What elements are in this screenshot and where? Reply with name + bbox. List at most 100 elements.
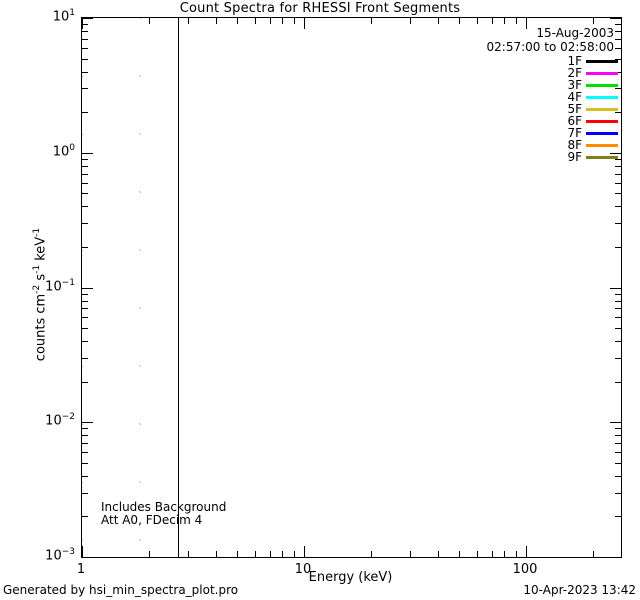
legend-item-color-swatch [586, 119, 618, 123]
y-tick [615, 59, 621, 60]
y-tick [615, 223, 621, 224]
x-tick [304, 546, 305, 557]
excluded-region-hatch [82, 18, 179, 557]
x-tick [492, 18, 493, 24]
y-tick [615, 72, 621, 73]
y-tick [82, 31, 88, 32]
legend-item-color-swatch [586, 143, 618, 147]
y-tick [610, 288, 621, 289]
y-tick [615, 493, 621, 494]
legend-item-7f: 7F [380, 127, 618, 139]
x-tick [504, 18, 505, 24]
y-tick [615, 443, 621, 444]
legend-item-color-swatch [586, 131, 618, 135]
legend-item-label: 1F [567, 54, 582, 68]
y-tick [615, 308, 621, 309]
x-tick-label: 100 [512, 562, 538, 577]
y-tick [615, 463, 621, 464]
y-tick [82, 422, 93, 423]
y-tick [82, 308, 88, 309]
y-tick [82, 493, 88, 494]
x-tick [255, 551, 256, 557]
legend-item-color-swatch [586, 59, 618, 63]
y-tick [615, 206, 621, 207]
y-tick [615, 247, 621, 248]
y-axis-title: counts cm-2 s-1 keV-1 [32, 227, 49, 362]
x-tick [477, 18, 478, 24]
plot-area [82, 18, 621, 557]
legend-item-label: 4F [567, 90, 582, 104]
annotation-attenuator-state: Att A0, FDecim 4 [101, 513, 203, 527]
y-tick [615, 174, 621, 175]
x-tick [593, 551, 594, 557]
y-tick [615, 358, 621, 359]
x-tick [593, 18, 594, 24]
y-tick [82, 88, 88, 89]
y-tick [610, 557, 621, 558]
x-tick [188, 551, 189, 557]
legend-item-label: 8F [567, 138, 582, 152]
x-tick [282, 551, 283, 557]
y-tick [615, 183, 621, 184]
y-tick [82, 382, 88, 383]
y-tick-label: 101 [52, 8, 75, 25]
legend-item-5f: 5F [380, 103, 618, 115]
x-tick [438, 18, 439, 24]
legend-item-label: 7F [567, 126, 582, 140]
y-tick [615, 516, 621, 517]
legend-item-label: 5F [567, 102, 582, 116]
x-tick-label: 10 [294, 562, 312, 577]
y-tick [615, 88, 621, 89]
x-tick [255, 18, 256, 24]
y-tick [82, 183, 88, 184]
y-tick [615, 341, 621, 342]
y-tick-label: 100 [52, 142, 75, 160]
x-tick [82, 546, 83, 557]
legend-item-1f: 1F [380, 55, 618, 67]
y-tick [615, 476, 621, 477]
y-tick [82, 452, 88, 453]
y-tick [610, 18, 621, 19]
legend-item-color-swatch [586, 83, 618, 87]
y-tick [82, 159, 88, 160]
y-tick [615, 428, 621, 429]
legend-item-color-swatch [586, 71, 618, 75]
y-tick [82, 435, 88, 436]
plot-annotations: Includes Background Att A0, FDecim 4 [101, 501, 226, 527]
legend-item-2f: 2F [380, 67, 618, 79]
y-tick [615, 24, 621, 25]
y-tick [82, 358, 88, 359]
y-tick [82, 39, 88, 40]
y-tick [615, 435, 621, 436]
y-tick [82, 463, 88, 464]
y-tick [82, 443, 88, 444]
y-tick [82, 24, 88, 25]
legend-item-label: 3F [567, 78, 582, 92]
y-tick [82, 476, 88, 477]
y-tick-label: 10−3 [45, 547, 75, 564]
y-tick [82, 174, 88, 175]
x-tick [149, 18, 150, 24]
x-tick [371, 18, 372, 24]
y-tick [615, 317, 621, 318]
legend-item-3f: 3F [380, 79, 618, 91]
x-tick [304, 18, 305, 29]
legend-item-label: 6F [567, 114, 582, 128]
plot-frame [81, 17, 622, 558]
y-tick [82, 428, 88, 429]
y-tick [615, 31, 621, 32]
x-tick [237, 18, 238, 24]
x-tick [294, 18, 295, 24]
y-tick [615, 294, 621, 295]
legend-item-9f: 9F [380, 151, 618, 163]
y-tick [82, 153, 93, 154]
y-tick [82, 557, 93, 558]
legend-item-4f: 4F [380, 91, 618, 103]
legend-item-label: 2F [567, 66, 582, 80]
y-tick [82, 48, 88, 49]
y-tick [82, 72, 88, 73]
axis-ticks [82, 18, 621, 558]
y-tick [82, 193, 88, 194]
legend-time-range: 02:57:00 to 02:58:00 [486, 40, 614, 54]
x-tick [438, 551, 439, 557]
